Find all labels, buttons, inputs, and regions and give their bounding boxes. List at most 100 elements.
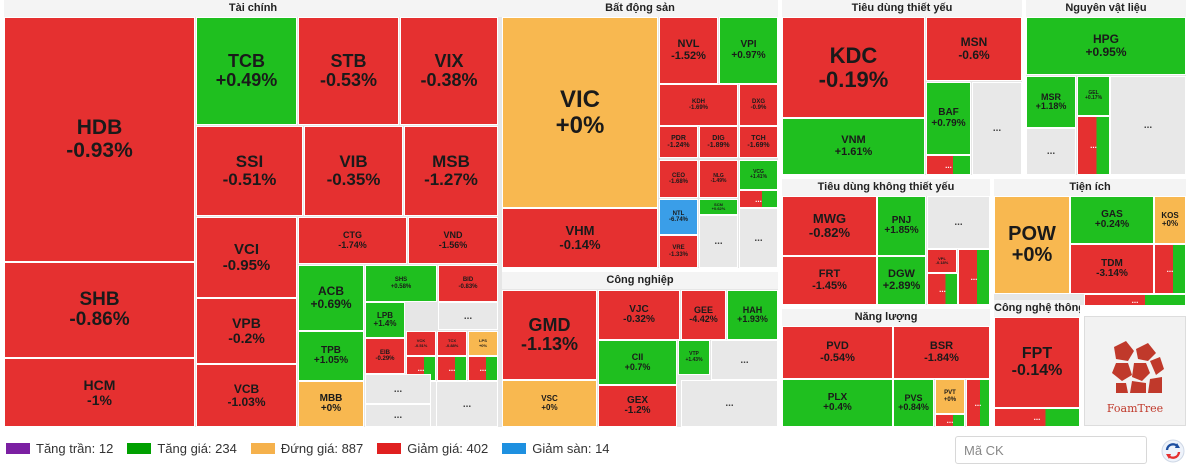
tile-acb[interactable]: ACB +0.69% (298, 265, 364, 331)
tile-msb[interactable]: MSB -1.27% (404, 126, 498, 216)
more-tiles[interactable]: ... (935, 414, 965, 427)
more-tiles[interactable]: ... (699, 215, 738, 268)
tile-code: CEO (671, 172, 685, 179)
tile-vci[interactable]: VCI -0.95% (196, 217, 297, 298)
tile-vck[interactable]: VCK -0.51% (406, 331, 436, 356)
tile-vcg[interactable]: VCG +1.41% (739, 160, 778, 190)
more-tiles[interactable]: ... (1154, 244, 1186, 294)
tile-pow[interactable]: POW +0% (994, 196, 1070, 294)
tile-scm[interactable]: SCM +0.62% (699, 199, 738, 215)
tile-change: +0.49% (215, 70, 278, 90)
tile-change: +0% (478, 342, 488, 348)
more-tiles[interactable]: ... (365, 404, 431, 427)
tile-vcb[interactable]: VCB -1.03% (196, 364, 297, 427)
tile-hpg[interactable]: HPG +0.95% (1026, 17, 1186, 75)
tile-dig[interactable]: DIG -1.89% (699, 126, 738, 158)
more-tiles[interactable]: ... (1110, 76, 1186, 175)
tile-cii[interactable]: CII +0.7% (598, 340, 677, 385)
tile-vix[interactable]: VIX -0.38% (400, 17, 498, 125)
tile-baf[interactable]: BAF +0.79% (926, 82, 971, 155)
tile-ceo[interactable]: CEO -1.68% (659, 160, 698, 198)
more-tiles[interactable]: ... (1084, 294, 1186, 306)
tile-ntl[interactable]: NTL -6.74% (659, 199, 698, 235)
more-tiles[interactable]: ... (437, 356, 467, 381)
tile-fpt[interactable]: FPT -0.14% (994, 317, 1080, 408)
more-tiles[interactable]: ... (365, 374, 431, 404)
tile-gmd[interactable]: GMD -1.13% (502, 290, 597, 380)
tile-hdb[interactable]: HDB -0.93% (4, 17, 195, 262)
tile-vre[interactable]: VRE -1.33% (659, 235, 698, 268)
tile-vnm[interactable]: VNM +1.61% (782, 118, 925, 175)
tile-vsc[interactable]: VSC +0% (502, 380, 597, 427)
tile-lps[interactable]: LPS +0% (468, 331, 498, 356)
tile-bid[interactable]: BID -0.83% (438, 265, 498, 302)
tile-msr[interactable]: MSR +1.18% (1026, 76, 1076, 128)
tile-pvd[interactable]: PVD -0.54% (782, 326, 893, 379)
tile-mwg[interactable]: MWG -0.82% (782, 196, 877, 256)
tile-eib[interactable]: EIB -0.29% (365, 338, 405, 374)
tile-kdh[interactable]: KDH -1.69% (659, 84, 738, 126)
tile-vjc[interactable]: VJC -0.32% (598, 290, 680, 340)
tile-gas[interactable]: GAS +0.24% (1070, 196, 1154, 244)
tile-frt[interactable]: FRT -1.45% (782, 256, 877, 305)
tile-pvt[interactable]: PVT +0% (935, 379, 965, 414)
tile-dgw[interactable]: DGW +2.89% (877, 256, 926, 305)
tile-nvl[interactable]: NVL -1.52% (659, 17, 718, 84)
tile-pnj[interactable]: PNJ +1.85% (877, 196, 926, 256)
tile-tch[interactable]: TCH -1.69% (739, 126, 778, 158)
stock-code-search-input[interactable] (955, 436, 1147, 464)
tile-gel[interactable]: GEL +0.17% (1077, 76, 1110, 116)
tile-plx[interactable]: PLX +0.4% (782, 379, 893, 427)
tile-code: HPG (1092, 32, 1119, 47)
tile-vpi[interactable]: VPI +0.97% (719, 17, 778, 84)
tile-lpb[interactable]: LPB +1.4% (365, 302, 405, 338)
tile-vib[interactable]: VIB -0.35% (304, 126, 403, 216)
tile-dxg[interactable]: DXG -0.9% (739, 84, 778, 126)
sector-title: Tiêu dùng không thiết yếu (782, 179, 990, 196)
tile-vic[interactable]: VIC +0% (502, 17, 658, 208)
more-tiles[interactable]: ... (927, 196, 990, 249)
tile-tpb[interactable]: TPB +1.05% (298, 331, 364, 381)
refresh-icon[interactable] (1160, 438, 1186, 464)
tile-gex[interactable]: GEX -1.2% (598, 385, 677, 427)
tile-mbb[interactable]: MBB +0% (298, 381, 364, 427)
tile-vnd[interactable]: VND -1.56% (408, 217, 498, 264)
tile-shb[interactable]: SHB -0.86% (4, 262, 195, 358)
tile-hah[interactable]: HAH +1.93% (727, 290, 778, 340)
more-tiles[interactable]: ... (711, 340, 778, 380)
tile-msn[interactable]: MSN -0.6% (926, 17, 1022, 81)
tile-pdr[interactable]: PDR -1.24% (659, 126, 698, 158)
tile-shs[interactable]: SHS +0.58% (365, 265, 437, 302)
more-tiles[interactable]: ... (681, 380, 778, 427)
tile-nlg[interactable]: NLG -1.49% (699, 160, 738, 198)
tile-ctg[interactable]: CTG -1.74% (298, 217, 407, 264)
more-tiles[interactable]: ... (436, 381, 498, 427)
more-tiles[interactable]: ... (739, 208, 778, 268)
tile-hcm[interactable]: HCM -1% (4, 358, 195, 427)
more-tiles[interactable]: ... (739, 190, 778, 208)
tile-vpb[interactable]: VPB -0.2% (196, 298, 297, 364)
more-tiles[interactable]: ... (1077, 116, 1110, 175)
tile-vpl[interactable]: VPL -0.18% (927, 249, 957, 273)
tile-tcb[interactable]: TCB +0.49% (196, 17, 297, 125)
tile-vhm[interactable]: VHM -0.14% (502, 208, 658, 268)
tile-ssi[interactable]: SSI -0.51% (196, 126, 303, 216)
tile-kdc[interactable]: KDC -0.19% (782, 17, 925, 118)
tile-stb[interactable]: STB -0.53% (298, 17, 399, 125)
tile-kos[interactable]: KOS +0% (1154, 196, 1186, 244)
tile-bsr[interactable]: BSR -1.84% (893, 326, 990, 379)
tile-pvs[interactable]: PVS +0.84% (893, 379, 934, 427)
more-tiles[interactable]: ... (926, 155, 971, 175)
tile-gee[interactable]: GEE -4.42% (681, 290, 726, 340)
more-tiles[interactable]: ... (972, 82, 1022, 175)
tile-vtp[interactable]: VTP +1.43% (678, 340, 710, 375)
more-tiles[interactable]: ... (966, 379, 990, 427)
more-tiles[interactable]: ... (438, 302, 498, 330)
more-tiles[interactable]: ... (958, 249, 990, 305)
more-tiles[interactable]: ... (468, 356, 498, 381)
tile-tcx[interactable]: TCX -0.88% (437, 331, 467, 356)
tile-tdm[interactable]: TDM -3.14% (1070, 244, 1154, 294)
more-tiles[interactable]: ... (927, 273, 958, 305)
more-tiles[interactable]: ... (994, 408, 1080, 427)
more-tiles[interactable]: ... (1026, 128, 1076, 175)
